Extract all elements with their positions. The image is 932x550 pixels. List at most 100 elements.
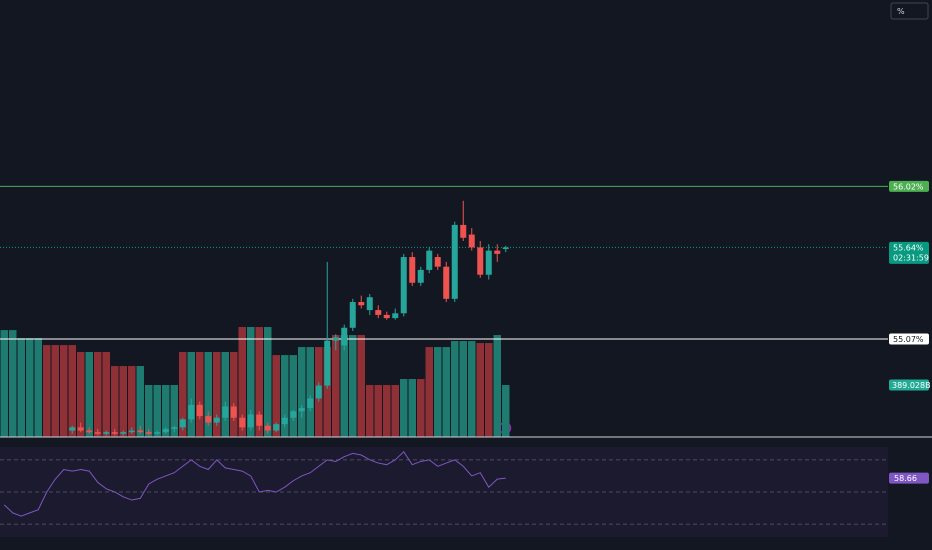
candle-body <box>111 432 118 434</box>
volume-bar <box>179 352 187 437</box>
volume-bar <box>136 366 144 437</box>
scale-button-label[interactable]: % <box>897 7 905 16</box>
volume-bar <box>238 327 246 437</box>
candle-body <box>145 432 152 434</box>
candle-body <box>154 432 161 434</box>
volume-bar <box>357 335 365 437</box>
volume-bar <box>162 385 170 437</box>
volume-bar <box>366 385 374 437</box>
volume-bar <box>77 352 85 437</box>
candle-body <box>477 247 484 275</box>
volume-bar <box>145 385 153 437</box>
volume-bar <box>128 366 136 437</box>
volume-bar <box>34 338 42 437</box>
volume-bar <box>289 355 297 437</box>
volume-bar <box>281 355 289 437</box>
volume-tag-box <box>889 379 929 391</box>
candle-body <box>400 257 407 314</box>
volume-bar <box>153 385 161 437</box>
candle-body <box>256 414 263 426</box>
volume-bar <box>383 385 391 437</box>
volume-bar <box>85 352 93 437</box>
candle-body <box>86 430 93 433</box>
candle-body <box>128 430 135 433</box>
candle-body <box>383 314 390 319</box>
price-tag-box <box>889 333 929 345</box>
volume-bar <box>459 341 467 437</box>
candle-body <box>315 385 322 399</box>
volume-bar <box>340 335 348 437</box>
rsi-tag-label: 58.66 <box>894 474 917 483</box>
candle-body <box>162 428 169 433</box>
candle-body <box>366 297 373 311</box>
volume-bar <box>272 355 280 437</box>
volume-bar <box>187 352 195 437</box>
price-tag-box <box>889 241 929 264</box>
volume-bar <box>213 352 221 437</box>
price-tag-label: 55.64% <box>893 243 924 252</box>
volume-bar <box>60 345 68 437</box>
volume-bar <box>391 385 399 437</box>
candle-body <box>426 250 433 270</box>
volume-bar <box>43 345 51 437</box>
volume-bar <box>468 341 476 437</box>
candle-body <box>179 419 186 428</box>
candle-body <box>188 404 195 420</box>
candle-body <box>502 247 509 250</box>
candle-body <box>298 408 305 412</box>
volume-bar <box>221 352 229 437</box>
volume-bar <box>306 347 314 437</box>
candle-body <box>332 337 339 341</box>
volume-bar <box>349 335 357 437</box>
candle-body <box>264 425 271 431</box>
volume-bar <box>332 335 340 437</box>
rsi-line <box>3 451 506 517</box>
volume-bar <box>434 347 442 437</box>
candle-body <box>417 269 424 283</box>
price-tag-box <box>889 180 929 192</box>
candle-body <box>324 340 331 386</box>
candle-body <box>443 266 450 299</box>
volume-bar <box>493 335 501 437</box>
volume-bar <box>119 366 127 437</box>
price-tag-countdown: 02:31:59 <box>893 253 929 262</box>
volume-bar <box>9 330 17 437</box>
volume-bar <box>298 347 306 437</box>
candle-body <box>307 398 314 409</box>
rsi-tag-box <box>889 472 929 484</box>
candle-body <box>196 404 203 417</box>
candle-body <box>273 424 280 431</box>
scale-button[interactable] <box>890 2 929 20</box>
candle-body <box>69 427 76 431</box>
candle-body <box>468 234 475 248</box>
volume-bar <box>247 327 255 437</box>
volume-bar <box>26 338 34 437</box>
candle-body <box>349 302 356 328</box>
volume-bar <box>230 352 238 437</box>
candle-body <box>409 257 416 283</box>
volume-tag-label: 389.028B <box>892 381 931 390</box>
candle-body <box>451 224 458 299</box>
volume-bar <box>170 385 178 437</box>
volume-bar <box>451 341 459 437</box>
candle-body <box>460 224 467 238</box>
volume-bar <box>68 345 76 437</box>
volume-bar <box>102 352 110 437</box>
candle-body <box>375 310 382 315</box>
volume-bar <box>502 385 510 437</box>
volume-bar <box>408 379 416 437</box>
volume-bar <box>400 379 408 437</box>
candle-body <box>247 414 254 428</box>
volume-bar <box>476 343 484 437</box>
volume-bar <box>442 347 450 437</box>
candle-body <box>205 416 212 423</box>
price-tag-label: 55.07% <box>893 335 924 344</box>
candle-body <box>341 327 348 346</box>
volume-bar <box>17 338 25 437</box>
candle-body <box>392 313 399 319</box>
volume-bar <box>485 343 493 437</box>
volume-bar <box>264 327 272 437</box>
volume-bar <box>417 379 425 437</box>
